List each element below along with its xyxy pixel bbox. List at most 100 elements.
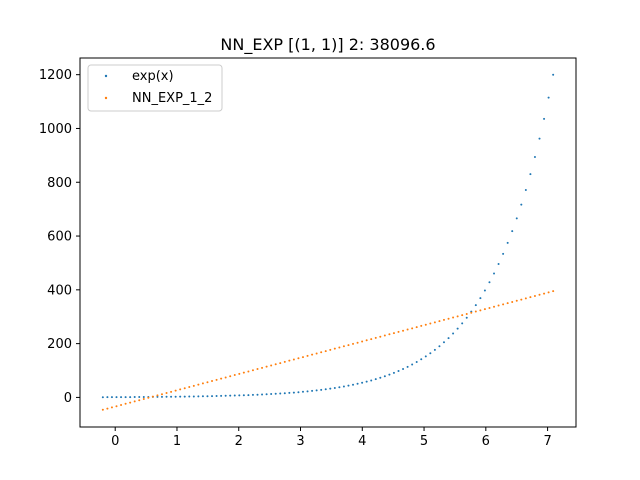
data-point [306,390,309,393]
data-point [474,304,477,307]
data-point [329,387,332,390]
data-point [133,400,136,403]
data-point [124,402,127,405]
data-point [320,388,323,391]
data-point [502,252,505,255]
x-tick-label: 1 [173,434,181,449]
data-point [483,308,486,311]
data-point [160,395,163,398]
data-point [447,317,450,320]
data-point [261,393,264,396]
data-point [229,375,232,378]
data-point [279,362,282,365]
data-point [251,369,254,372]
data-point [151,395,154,398]
y-tick-label: 800 [47,176,72,191]
data-point [192,395,195,398]
x-tick-label: 6 [482,434,490,449]
data-point [279,392,282,395]
data-point [493,272,496,275]
data-point [488,281,491,284]
data-point [315,352,318,355]
data-point [497,263,500,266]
x-axis: 0 1 2 3 4 5 6 7 [111,427,552,449]
data-point [511,230,514,233]
data-point [142,395,145,398]
data-point [320,351,323,354]
data-point [420,324,423,327]
data-point [352,383,355,386]
data-point [524,188,527,191]
data-point [547,291,550,294]
data-point [415,360,418,363]
x-tick-label: 2 [235,434,243,449]
data-point [461,322,464,325]
data-point [533,156,536,159]
data-point [506,241,509,244]
x-tick-label: 3 [296,434,304,449]
data-point [520,298,523,301]
data-point [156,394,159,397]
data-point [379,335,382,338]
data-point [543,292,546,295]
data-point [215,378,218,381]
data-point [388,333,391,336]
data-point [370,338,373,341]
data-point [106,407,109,410]
data-point [402,329,405,332]
data-point [106,396,109,399]
data-point [415,326,418,329]
data-point [174,389,177,392]
data-point [411,327,414,330]
data-point [211,395,214,398]
data-point [206,395,209,398]
data-point [502,303,505,306]
data-point [420,358,423,361]
x-tick-label: 4 [358,434,366,449]
data-point [365,380,368,383]
data-point [379,376,382,379]
data-point [547,96,550,99]
data-point [388,373,391,376]
data-point [347,344,350,347]
data-point [133,396,136,399]
data-point [447,337,450,340]
data-point [497,304,500,307]
data-point [429,322,432,325]
data-point [247,370,250,373]
data-point [356,341,359,344]
data-point [197,395,200,398]
y-tick-label: 0 [64,391,72,406]
x-tick-label: 0 [111,434,119,449]
data-point [220,394,223,397]
x-tick-label: 7 [543,434,551,449]
data-point [479,297,482,300]
data-point [352,342,355,345]
data-point [411,363,414,366]
data-point [474,310,477,313]
y-tick-label: 400 [47,283,72,298]
data-point [120,403,123,406]
data-point [311,353,314,356]
data-point [211,380,214,383]
data-point [538,137,541,140]
data-point [170,390,173,393]
y-tick-label: 1200 [39,68,72,83]
data-point [511,300,514,303]
data-point [402,368,405,371]
data-point [361,340,364,343]
data-point [515,299,518,302]
data-point [424,323,427,326]
chart-title: NN_EXP [(1, 1)] 2: 38096.6 [220,35,435,55]
data-point [533,294,536,297]
data-point [156,395,159,398]
data-point [129,401,132,404]
data-point [392,332,395,335]
data-point [306,354,309,357]
data-point [301,390,304,393]
data-point [160,393,163,396]
data-point [470,311,473,314]
data-point [361,381,364,384]
data-point [424,355,427,358]
